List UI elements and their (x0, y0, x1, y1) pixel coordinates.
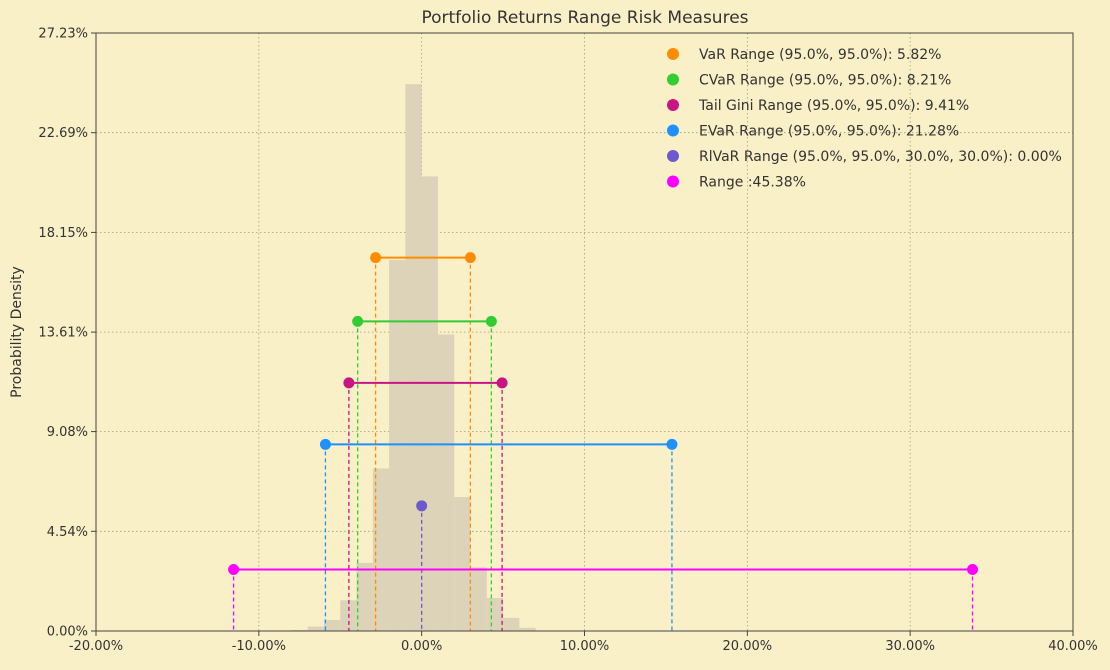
legend-label: EVaR Range (95.0%, 95.0%): 21.28% (699, 124, 959, 140)
range-series (228, 252, 979, 631)
x-axis: -20.00% -10.00% 0.00% 10.00% 20.00% 30.00% 40.… (69, 631, 1098, 654)
histogram-bar (470, 567, 487, 631)
legend-marker (667, 99, 679, 111)
x-tick-label: 10.00% (560, 639, 610, 654)
range-point-high (496, 377, 508, 389)
y-tick-label: 22.69% (38, 126, 88, 141)
histogram-bar (356, 562, 373, 631)
legend-marker (667, 48, 679, 60)
range-point-low (228, 564, 240, 576)
histogram-bar (454, 497, 471, 631)
legend-label: Tail Gini Range (95.0%, 95.0%): 9.41% (698, 98, 969, 114)
histogram-bar (437, 334, 455, 631)
range-point-high (485, 315, 497, 327)
legend-marker (667, 73, 679, 86)
histogram-bar (486, 598, 504, 631)
x-tick-label: -20.00% (69, 639, 123, 654)
chart-title: Portfolio Returns Range Risk Measures (421, 8, 748, 28)
x-tick-label: -10.00% (232, 639, 286, 654)
range-point-high (464, 252, 476, 264)
histogram-bar (421, 176, 438, 631)
range-point-low (343, 377, 355, 389)
legend-marker (667, 150, 679, 162)
legend-marker (667, 175, 679, 188)
x-tick-label: 30.00% (885, 639, 935, 654)
legend-label: VaR Range (95.0%, 95.0%): 5.82% (699, 47, 941, 63)
legend-label: RlVaR Range (95.0%, 95.0%, 30.0%, 30.0%)… (699, 149, 1062, 165)
legend: VaR Range (95.0%, 95.0%): 5.82% CVaR Rang… (667, 47, 1062, 191)
range-point-low (370, 252, 382, 264)
y-tick-label: 27.23% (38, 27, 88, 42)
y-tick-label: 9.08% (47, 425, 88, 440)
legend-label: CVaR Range (95.0%, 95.0%): 8.21% (699, 73, 951, 89)
range-point-low (319, 438, 331, 450)
y-tick-label: 0.00% (47, 625, 88, 640)
range-point-high (967, 564, 979, 576)
histogram-bar (372, 468, 390, 631)
legend-label: Range :45.38% (699, 175, 806, 191)
range-point-low (416, 500, 428, 512)
histogram-bar (323, 620, 341, 631)
x-tick-label: 20.00% (723, 639, 773, 654)
x-tick-label: 0.00% (401, 639, 442, 654)
range-point-low (352, 315, 364, 327)
y-tick-label: 4.54% (47, 525, 88, 540)
y-axis-label: Probability Density (9, 266, 25, 398)
histogram-bar (519, 627, 536, 631)
histogram (291, 84, 536, 631)
histogram-bar (389, 259, 406, 631)
legend-marker (667, 124, 679, 137)
y-tick-label: 18.15% (38, 226, 88, 241)
histogram-bar (405, 84, 422, 631)
y-tick-label: 13.61% (38, 326, 88, 341)
x-tick-label: 40.00% (1048, 639, 1098, 654)
y-axis: 0.00% 4.54% 9.08% 13.61% 18.15% 22.69% 27.23% (38, 27, 96, 640)
range-point-high (666, 438, 678, 450)
histogram-bar (307, 626, 324, 631)
histogram-bar (291, 629, 308, 631)
histogram-bar (503, 617, 520, 631)
